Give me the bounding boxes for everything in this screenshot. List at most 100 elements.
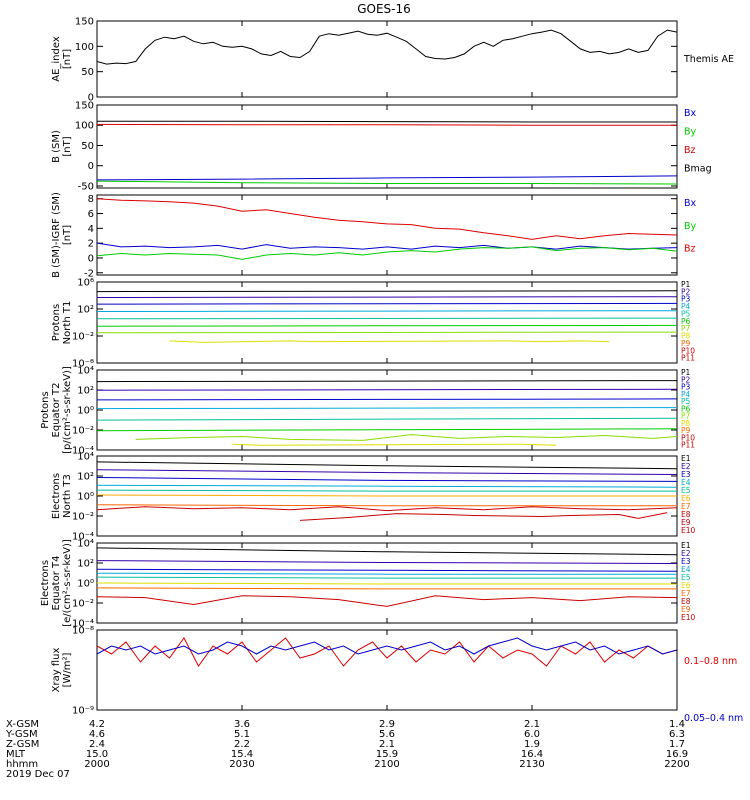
legend-item: P4	[681, 302, 691, 311]
series-pn-p8	[169, 340, 610, 343]
legend-item: P3	[681, 383, 691, 392]
legend-item: P8	[681, 419, 691, 428]
series-pe-p4	[97, 407, 677, 410]
legend-item: Bz	[684, 145, 696, 156]
y-tick-label: 10²	[77, 559, 94, 570]
legend-item: E4	[681, 565, 691, 574]
ephemeris-value: 2.2	[234, 739, 250, 750]
ephemeris-value: 2.1	[379, 739, 395, 750]
legend-item: Bz	[684, 244, 696, 255]
y-axis-label: B (SM)	[51, 130, 62, 163]
y-tick-label: 10⁻⁴	[72, 619, 94, 630]
series-pe-p5	[97, 417, 677, 421]
y-axis-label: AE_index	[51, 36, 62, 82]
legend-item: E3	[681, 470, 691, 479]
ephemeris-value: 1.7	[669, 739, 685, 750]
y-tick-label: 0	[88, 161, 94, 172]
y-axis-label: Electrons	[51, 473, 62, 519]
ephemeris-value: 15.0	[86, 749, 108, 760]
legend-item: E7	[681, 502, 691, 511]
y-tick-label: 150	[75, 101, 94, 112]
legend-item: P5	[681, 397, 691, 406]
y-tick-label: 10⁻⁹	[72, 706, 94, 717]
legend-item: E6	[681, 581, 691, 590]
ephemeris-value: 2200	[664, 759, 689, 770]
series-ee-e2	[97, 560, 677, 564]
legend-item: E1	[681, 541, 691, 550]
legend-item: P10	[681, 433, 695, 442]
ephemeris-value: 16.4	[521, 749, 543, 760]
series-ee-e8	[97, 595, 677, 607]
y-axis-label: [p/(cm²-s-sr-keV)]	[62, 366, 73, 454]
y-tick-label: 10⁰	[77, 492, 94, 503]
ephemeris-value: 1.4	[669, 719, 685, 730]
legend-item: Bx	[684, 108, 697, 119]
series-en-e1	[97, 461, 677, 470]
y-tick-label: 0	[88, 93, 94, 104]
ephemeris-row-label: 2019 Dec 07	[6, 769, 70, 780]
series-ee-e1	[97, 547, 677, 556]
y-tick-label: 50	[81, 141, 94, 152]
ephemeris-row-label: MLT	[6, 749, 26, 760]
y-axis-label: [nT]	[62, 49, 73, 69]
y-tick-label: 10⁻²	[72, 332, 94, 343]
ephemeris-value: 2.9	[379, 719, 395, 730]
series-pe-p8	[232, 443, 557, 446]
legend-item: P9	[681, 339, 691, 348]
series-en-e3	[97, 477, 677, 482]
legend-item: E4	[681, 478, 691, 487]
ephemeris-value: 2030	[229, 759, 254, 770]
y-tick-label: 10²	[77, 305, 94, 316]
series-pn-p3	[97, 302, 677, 305]
series-pe-p1	[97, 380, 677, 383]
legend-item: E10	[681, 526, 696, 535]
y-tick-label: 2	[88, 239, 94, 250]
series-ee-e3	[97, 568, 677, 572]
panel-ae: 0 50 100 150 AE_index [nT] Themis AE	[51, 17, 734, 104]
y-tick-label: 4	[88, 224, 94, 235]
y-axis-label: [nT]	[62, 136, 73, 156]
series-bsm-bmag	[97, 120, 677, 123]
legend-item: P2	[681, 287, 691, 296]
legend-item: E7	[681, 589, 691, 598]
panel-frame	[96, 194, 678, 276]
ephemeris-value: 6.3	[669, 729, 685, 740]
series-en-e8	[97, 506, 677, 512]
panel-bsm: -50 0 50 100 150 B (SM) [nT] Bx By Bz Bmag	[51, 101, 712, 193]
y-tick-label: 10⁻²	[72, 426, 94, 437]
y-tick-label: 10⁻⁴	[72, 532, 94, 543]
legend-item: 0.1–0.8 nm	[684, 656, 737, 667]
ephemeris-value: 2100	[374, 759, 399, 770]
legend-item: E3	[681, 557, 691, 566]
ephemeris-value: 16.9	[666, 749, 688, 760]
series-pe-p2	[97, 388, 677, 391]
ephemeris-row-label: hhmm	[6, 759, 38, 770]
panel-frame	[96, 281, 678, 364]
series-en-e5	[97, 489, 677, 492]
y-tick-label: 50	[81, 67, 94, 78]
legend-item: E2	[681, 549, 691, 558]
legend-item: E9	[681, 518, 691, 527]
series-en-e6	[97, 494, 677, 497]
legend-item: P10	[681, 346, 695, 355]
legend-item: By	[684, 221, 697, 232]
legend-item: E1	[681, 454, 691, 463]
series-pe-p3	[97, 398, 677, 401]
series-pn-p2	[97, 296, 677, 298]
ephemeris-row-label: Y-GSM	[5, 729, 38, 740]
y-tick-label: 100	[75, 121, 94, 132]
series-ee-e6	[97, 582, 677, 585]
legend-item: Bmag	[684, 163, 712, 174]
ephemeris-value: 6.0	[524, 729, 540, 740]
y-tick-label: 10⁻⁸	[72, 626, 94, 637]
series-en-e2	[97, 469, 677, 475]
y-tick-label: 10²	[77, 386, 94, 397]
y-tick-label: 10⁰	[77, 579, 94, 590]
y-tick-label: 10⁶	[77, 278, 94, 289]
series-ee-e4	[97, 572, 677, 575]
series-pn-p6	[97, 324, 677, 327]
ephemeris-value: 2000	[84, 759, 109, 770]
